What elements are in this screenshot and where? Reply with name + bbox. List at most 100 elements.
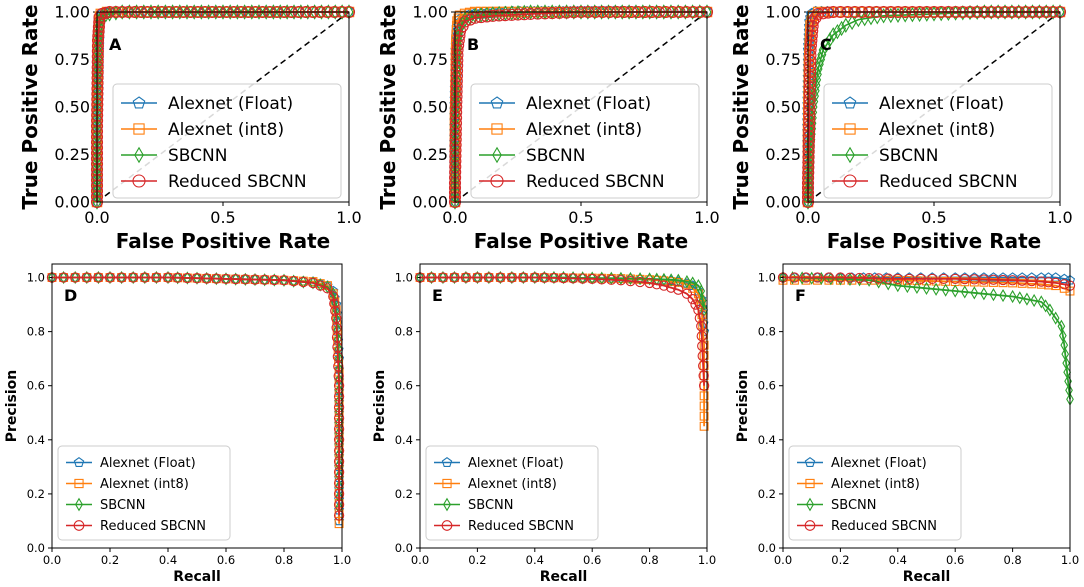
data-point [699,340,709,350]
data-point [437,272,449,283]
y-tick-label: 0.50 [412,98,448,117]
data-point [922,281,931,295]
data-point [804,43,817,57]
data-point [698,370,709,381]
data-point [485,270,493,285]
x-tick-label: 0.8 [640,553,658,567]
series-line [52,276,340,516]
data-point [970,286,979,300]
x-tick-label: 0.4 [159,553,177,567]
data-point [789,272,800,283]
panel-e-plot-area [414,270,710,431]
x-tick-label: 0.4 [526,553,544,567]
data-point [922,276,931,286]
data-point [804,39,817,52]
legend-label: Alexnet (int8) [168,120,284,140]
legend-marker [843,174,857,188]
data-point [82,270,91,285]
legend-label: Alexnet (int8) [879,120,995,140]
data-point [927,273,938,285]
legend-box [112,83,342,199]
data-point [1048,4,1058,20]
data-point [817,271,826,286]
y-tick-label: 0.6 [758,379,776,393]
x-tick-label: 0.8 [275,553,293,567]
data-point [232,4,242,20]
data-point [92,20,105,33]
panel-b-panel-label: B [467,35,479,54]
legend-marker [845,146,855,164]
data-point [152,270,161,285]
data-point [104,272,116,283]
data-point [644,277,655,289]
data-point [798,271,806,285]
data-point [1030,293,1038,308]
data-point [960,285,969,299]
data-point [268,4,278,20]
y-tick-label: 0.8 [395,325,413,339]
data-point [802,151,815,164]
y-tick-label: 1.0 [395,271,413,285]
x-tick-label: 0.0 [795,208,820,227]
legend-marker [490,174,504,188]
legend-box [57,445,231,541]
data-point [153,4,163,20]
data-point [204,4,214,20]
data-point [310,4,320,20]
data-point [904,273,915,285]
data-point [450,194,460,210]
panel-a-axes-frame [96,11,350,203]
y-tick-label: 0.75 [412,50,448,69]
data-point [333,423,345,435]
legend-label: Alexnet (Float) [526,94,651,114]
data-point [1015,291,1024,305]
x-tick-label: 0.0 [411,553,429,567]
data-point [315,280,326,291]
x-tick-label: 0.6 [946,553,964,567]
y-tick-label: 0.25 [765,145,801,164]
data-point [550,270,558,285]
panel-d-plot-area [46,270,345,529]
data-point [333,456,345,467]
data-point [81,272,92,283]
data-point [817,7,830,20]
legend-marker [806,497,814,512]
data-point [998,272,1009,282]
x-tick-label: 0.0 [774,553,792,567]
panel-f-panel-label: F [795,286,806,305]
data-point [495,272,506,283]
y-tick-label: 0.00 [54,193,90,212]
data-point [211,4,221,20]
data-point [322,283,333,294]
data-point [483,272,495,283]
x-axis-label: Recall [540,569,588,585]
legend-label: Reduced SBCNN [526,172,665,192]
data-point [449,272,460,283]
legend-label: Alexnet (int8) [468,477,557,492]
y-tick-label: 0.6 [27,379,45,393]
y-tick-label: 0.25 [412,145,448,164]
x-tick-label: 0.5 [210,208,235,227]
data-point [92,188,102,205]
legend-marker [73,457,85,467]
legend-marker [843,96,857,109]
legend-marker [490,96,504,109]
data-point [307,277,319,289]
data-point [333,445,345,456]
data-point [270,273,279,287]
legend-label: Alexnet (int8) [526,120,642,140]
data-point [450,75,463,88]
data-point [540,270,549,285]
data-point [989,288,998,302]
y-tick-label: 0.4 [395,433,413,447]
data-point [117,270,126,285]
panel-c-chart: 0.0 0.5 1.0 0.00 0.25 0.50 0.75 1.00 C False Posi… [729,3,1073,253]
y-tick-label: 0.2 [395,487,413,501]
legend-label: Reduced SBCNN [879,172,1018,192]
data-point [473,270,482,285]
data-point [309,276,317,290]
data-point [951,5,961,21]
data-point [915,273,926,285]
panel-b-axes-frame [454,11,708,203]
data-point [837,20,847,37]
